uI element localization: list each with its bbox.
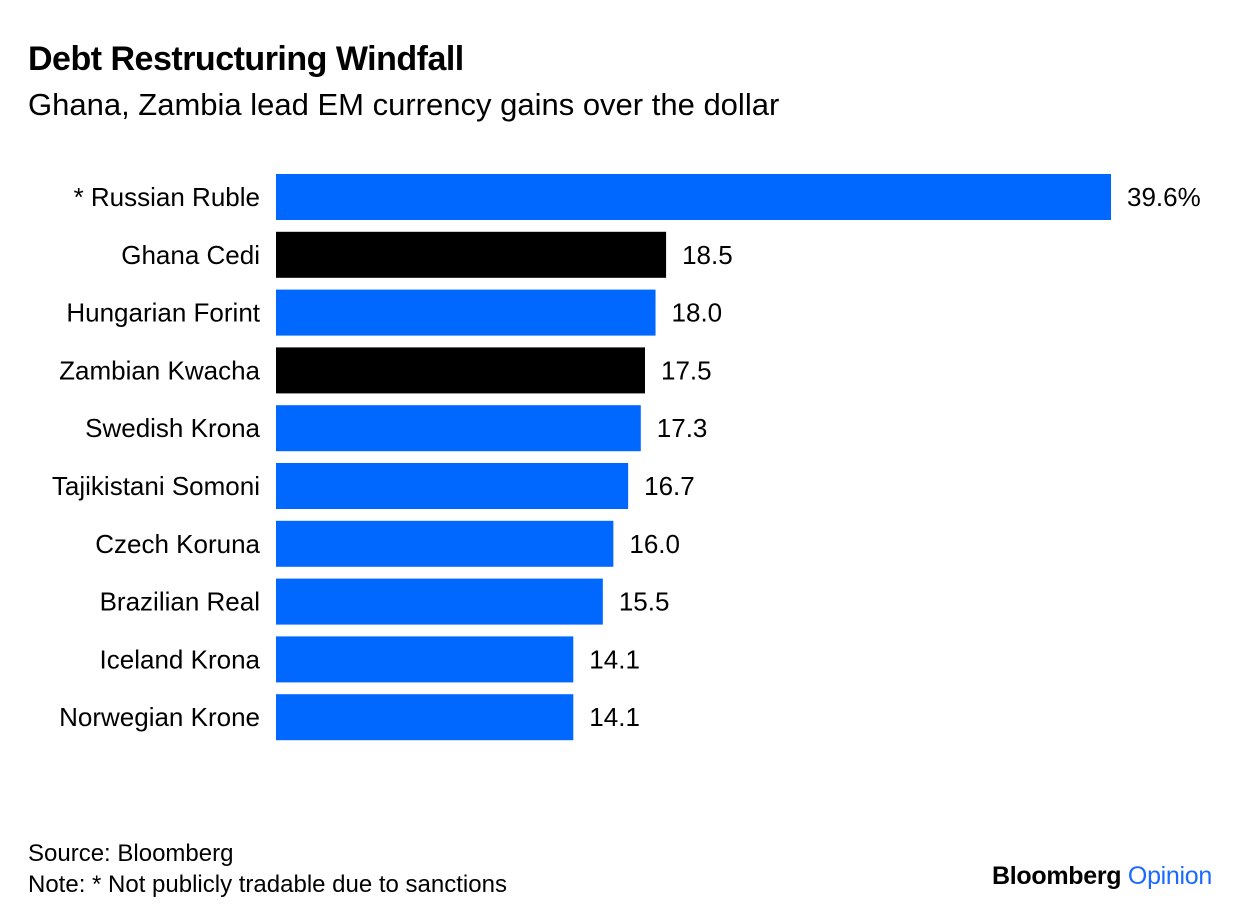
bar-hungarian-forint — [276, 289, 656, 336]
bar-zambian-kwacha — [276, 347, 646, 394]
source-note: Source: Bloomberg — [28, 840, 234, 867]
bar-tajikistani-somoni — [276, 463, 629, 509]
bloomberg-opinion-logo: Bloomberg Opinion — [992, 862, 1212, 891]
value-label-norwegian-krone: 14.1 — [589, 702, 640, 732]
bar-norwegian-krone — [276, 694, 574, 741]
category-label-czech-koruna: Czech Koruna — [95, 529, 260, 559]
category-label-swedish-krona: Swedish Krona — [85, 413, 260, 443]
bar-chart: * Russian Ruble 39.6% Ghana Cedi 18.5 Hungar… — [52, 174, 1201, 741]
category-label-zambian-kwacha: Zambian Kwacha — [59, 355, 260, 385]
category-label-brazilian-real: Brazilian Real — [100, 587, 260, 617]
brand-name: Bloomberg — [992, 862, 1122, 890]
chart-title: Debt Restructuring Windfall — [28, 40, 464, 78]
value-label-zambian-kwacha: 17.5 — [661, 355, 712, 385]
value-label-tajikistani-somoni: 16.7 — [644, 471, 695, 501]
bar-iceland-krona — [276, 636, 574, 683]
bar-czech-koruna — [276, 520, 614, 567]
value-label-czech-koruna: 16.0 — [629, 529, 680, 559]
category-label-iceland-krona: Iceland Krona — [100, 644, 261, 674]
bar-brazilian-real — [276, 578, 603, 625]
brand-accent: Opinion — [1127, 862, 1212, 890]
value-label-brazilian-real: 15.5 — [619, 587, 670, 617]
value-label-swedish-krona: 17.3 — [657, 413, 708, 443]
value-label-russian-ruble: 39.6% — [1127, 182, 1201, 212]
category-label-hungarian-forint: Hungarian Forint — [66, 298, 260, 328]
value-label-hungarian-forint: 18.0 — [672, 298, 723, 328]
bar-ghana-cedi — [276, 231, 667, 278]
chart-subtitle: Ghana, Zambia lead EM currency gains ove… — [28, 87, 780, 122]
bar-swedish-krona — [276, 405, 641, 452]
category-label-ghana-cedi: Ghana Cedi — [121, 240, 260, 270]
value-label-ghana-cedi: 18.5 — [682, 240, 733, 270]
bar-russian-ruble — [276, 174, 1111, 220]
category-label-russian-ruble: * Russian Ruble — [74, 182, 260, 212]
chart-footer: Source: Bloomberg Note: * Not publicly t… — [28, 838, 507, 900]
sanctions-note: Note: * Not publicly tradable due to san… — [28, 871, 507, 898]
category-label-norwegian-krone: Norwegian Krone — [59, 702, 260, 732]
value-label-iceland-krona: 14.1 — [589, 644, 640, 674]
category-label-tajikistani-somoni: Tajikistani Somoni — [52, 471, 260, 501]
